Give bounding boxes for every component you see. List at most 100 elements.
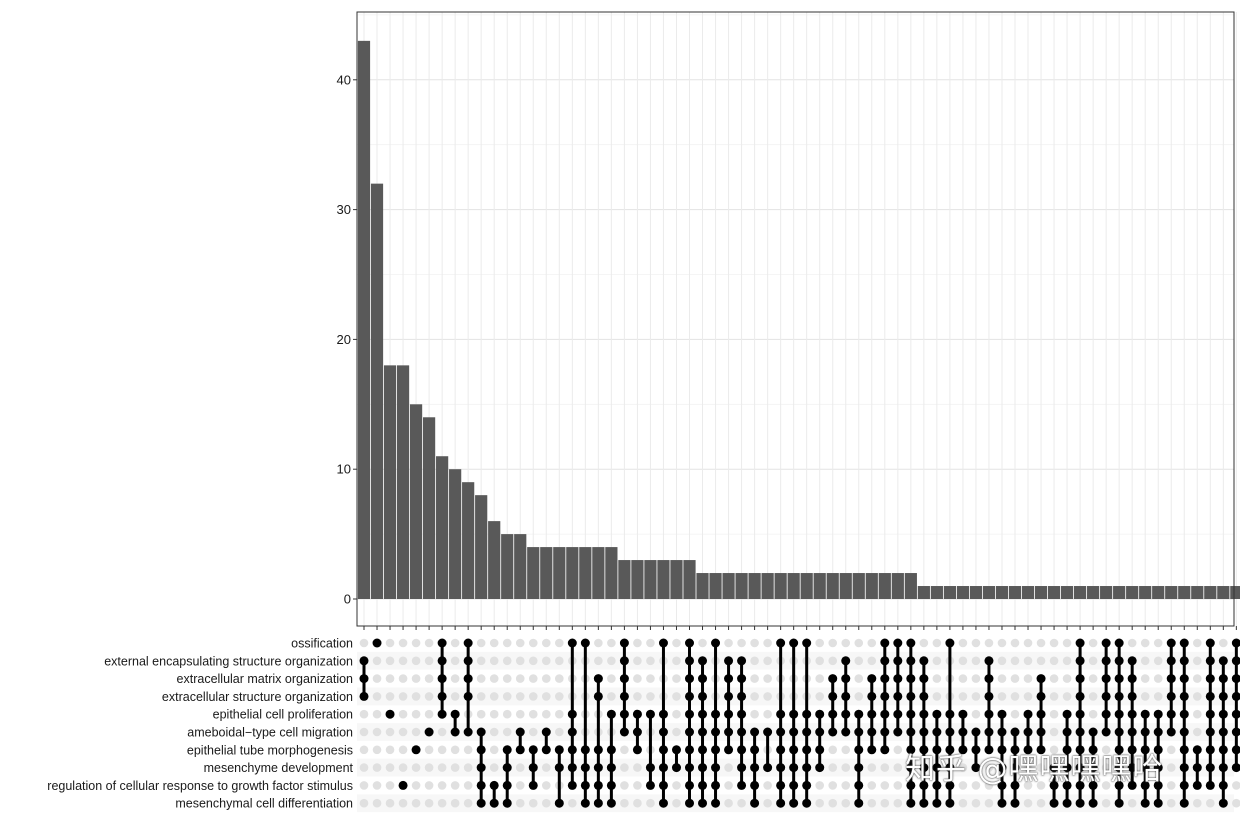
matrix-dot-active xyxy=(606,745,616,755)
matrix-dot-inactive xyxy=(411,727,421,737)
set-label: mesenchymal cell differentiation xyxy=(175,797,353,811)
matrix-dot-active xyxy=(1101,674,1111,684)
matrix-dot-inactive xyxy=(958,692,968,701)
matrix-dot-inactive xyxy=(633,674,642,683)
matrix-dot-active xyxy=(1075,727,1085,737)
matrix-dot-active xyxy=(476,780,486,790)
matrix-dot-active xyxy=(541,727,551,737)
matrix-dot-inactive xyxy=(411,692,421,701)
matrix-dot-active xyxy=(750,763,760,773)
bar xyxy=(409,404,423,599)
bar xyxy=(865,573,878,599)
matrix-dot-active xyxy=(919,656,929,666)
matrix-dot-inactive xyxy=(893,781,903,790)
matrix-dot-active xyxy=(1205,763,1215,773)
matrix-dot-inactive xyxy=(607,674,616,683)
matrix-dot-inactive xyxy=(489,745,499,755)
matrix-dot-inactive xyxy=(763,798,772,808)
matrix-dot-active xyxy=(893,656,903,666)
matrix-dot-inactive xyxy=(763,656,772,666)
bar xyxy=(1100,586,1113,599)
matrix-dot-inactive xyxy=(450,638,460,648)
matrix-dot-inactive xyxy=(828,798,838,808)
matrix-dot-active xyxy=(606,709,616,719)
set-label: ameboidal−type cell migration xyxy=(187,726,353,740)
set-label: extracellular matrix organization xyxy=(177,672,354,686)
bar xyxy=(566,547,579,599)
matrix-dot-active xyxy=(880,638,890,648)
matrix-dot-inactive xyxy=(867,798,877,808)
matrix-dot-active xyxy=(645,780,655,790)
matrix-dot-inactive xyxy=(958,674,968,683)
matrix-dot-inactive xyxy=(971,781,981,790)
matrix-dot-active xyxy=(776,727,786,737)
matrix-dot-active xyxy=(776,745,786,755)
matrix-dot-inactive xyxy=(867,781,877,790)
matrix-dot-active xyxy=(932,727,942,737)
matrix-dot-active xyxy=(750,745,760,755)
matrix-dot-inactive xyxy=(854,692,864,701)
matrix-dot-active xyxy=(1179,656,1189,666)
matrix-dot-active xyxy=(437,656,447,666)
matrix-dot-active xyxy=(515,745,525,755)
matrix-dot-active xyxy=(502,763,512,773)
matrix-dot-active xyxy=(776,798,786,808)
matrix-dot-active xyxy=(1166,691,1176,701)
matrix-dot-inactive xyxy=(841,798,851,808)
y-tick-label: 20 xyxy=(337,332,351,347)
matrix-dot-inactive xyxy=(1023,674,1033,683)
matrix-dot-active xyxy=(776,780,786,790)
matrix-dot-active xyxy=(867,709,877,719)
matrix-dot-inactive xyxy=(607,656,616,666)
matrix-dot-active xyxy=(437,709,447,719)
matrix-dot-inactive xyxy=(411,709,421,719)
matrix-dot-inactive xyxy=(502,638,512,648)
matrix-dot-active xyxy=(437,691,447,701)
matrix-dot-inactive xyxy=(633,638,642,648)
matrix-dot-inactive xyxy=(1010,656,1020,666)
matrix-dot-active xyxy=(411,745,421,755)
bar xyxy=(774,573,787,599)
matrix-dot-active xyxy=(1205,780,1215,790)
bar xyxy=(839,573,852,599)
matrix-dot-active xyxy=(567,780,577,790)
matrix-dot-inactive xyxy=(724,638,733,648)
matrix-dot-active xyxy=(893,638,903,648)
matrix-dot-inactive xyxy=(1088,656,1098,666)
matrix-dot-active xyxy=(1010,780,1020,790)
matrix-dot-active xyxy=(685,674,694,684)
matrix-dot-inactive xyxy=(424,798,434,808)
matrix-dot-active xyxy=(671,763,681,773)
bar xyxy=(1217,586,1230,599)
matrix-dot-active xyxy=(1218,763,1228,773)
matrix-dot-active xyxy=(1088,798,1098,808)
matrix-dot-active xyxy=(450,727,460,737)
matrix-dot-active xyxy=(750,798,760,808)
bar xyxy=(1021,586,1035,599)
matrix-dot-active xyxy=(1231,727,1240,737)
matrix-dot-active xyxy=(971,763,981,773)
matrix-dot-active xyxy=(1088,763,1098,773)
bar xyxy=(579,547,592,599)
matrix-dot-active xyxy=(1101,709,1111,719)
matrix-dot-inactive xyxy=(450,745,460,755)
matrix-dot-active xyxy=(789,638,799,648)
bar xyxy=(1126,586,1139,599)
watermark: 知乎 @嘿嘿嘿嘿哈 xyxy=(905,752,1164,787)
matrix-dot-active xyxy=(1179,780,1189,790)
matrix-dot-inactive xyxy=(424,781,434,790)
matrix-dot-inactive xyxy=(828,745,838,755)
bar xyxy=(735,573,748,599)
matrix-dot-active xyxy=(528,780,538,790)
matrix-dot-active xyxy=(1127,763,1137,773)
bar xyxy=(917,586,930,599)
matrix-dot-active xyxy=(593,745,603,755)
matrix-dot-active xyxy=(815,745,825,755)
matrix-dot-inactive xyxy=(411,674,421,683)
matrix-dot-inactive xyxy=(450,781,460,790)
matrix-dot-inactive xyxy=(385,798,395,808)
matrix-dot-inactive xyxy=(893,798,903,808)
matrix-dot-inactive xyxy=(555,692,564,701)
matrix-dot-inactive xyxy=(841,745,851,755)
matrix-dot-inactive xyxy=(476,692,486,701)
